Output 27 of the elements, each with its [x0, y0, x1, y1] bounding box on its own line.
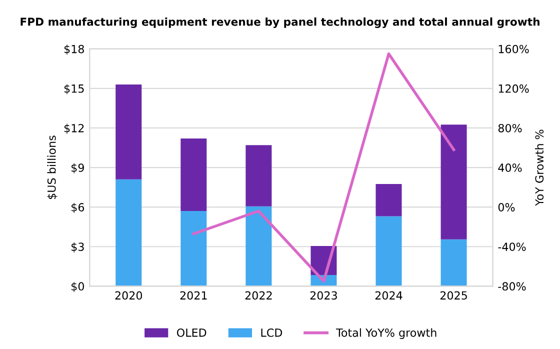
- y2-tick-label: -40%: [498, 242, 526, 252]
- y2-tick-label: 80%: [498, 124, 522, 132]
- y-axis-title: $US billions: [47, 136, 58, 200]
- y2-tick-label: 160%: [498, 44, 529, 54]
- x-tick-label: 2025: [440, 291, 467, 300]
- y-tick-label: $15: [64, 84, 84, 94]
- legend-label: OLED: [176, 328, 206, 337]
- x-tick-label: 2024: [375, 291, 402, 300]
- chart-title: FPD manufacturing equipment revenue by panel technology and total annual growth: [20, 17, 540, 28]
- y2-tick-label: -80%: [498, 282, 526, 291]
- x-tick-label: 2020: [115, 291, 142, 300]
- y2-axis-title: YoY Growth %: [534, 130, 544, 206]
- y-tick-label: $12: [64, 124, 84, 134]
- y-tick-label: $6: [72, 202, 84, 213]
- x-tick-label: 2021: [180, 291, 207, 300]
- legend-label: Total YoY% growth: [336, 328, 436, 339]
- y2-tick-label: 0%: [498, 203, 515, 212]
- y-tick-label: $9: [72, 163, 84, 174]
- y-tick-label: $18: [64, 44, 84, 55]
- y-tick-label: $3: [72, 242, 84, 252]
- legend-label: LCD: [261, 328, 282, 337]
- y2-tick-label: 120%: [498, 84, 529, 93]
- x-tick-label: 2023: [310, 291, 337, 300]
- y-tick-label: $0: [72, 282, 84, 292]
- x-tick-label: 2022: [245, 291, 272, 300]
- line-series: [192, 52, 456, 283]
- y2-tick-label: 40%: [498, 163, 522, 172]
